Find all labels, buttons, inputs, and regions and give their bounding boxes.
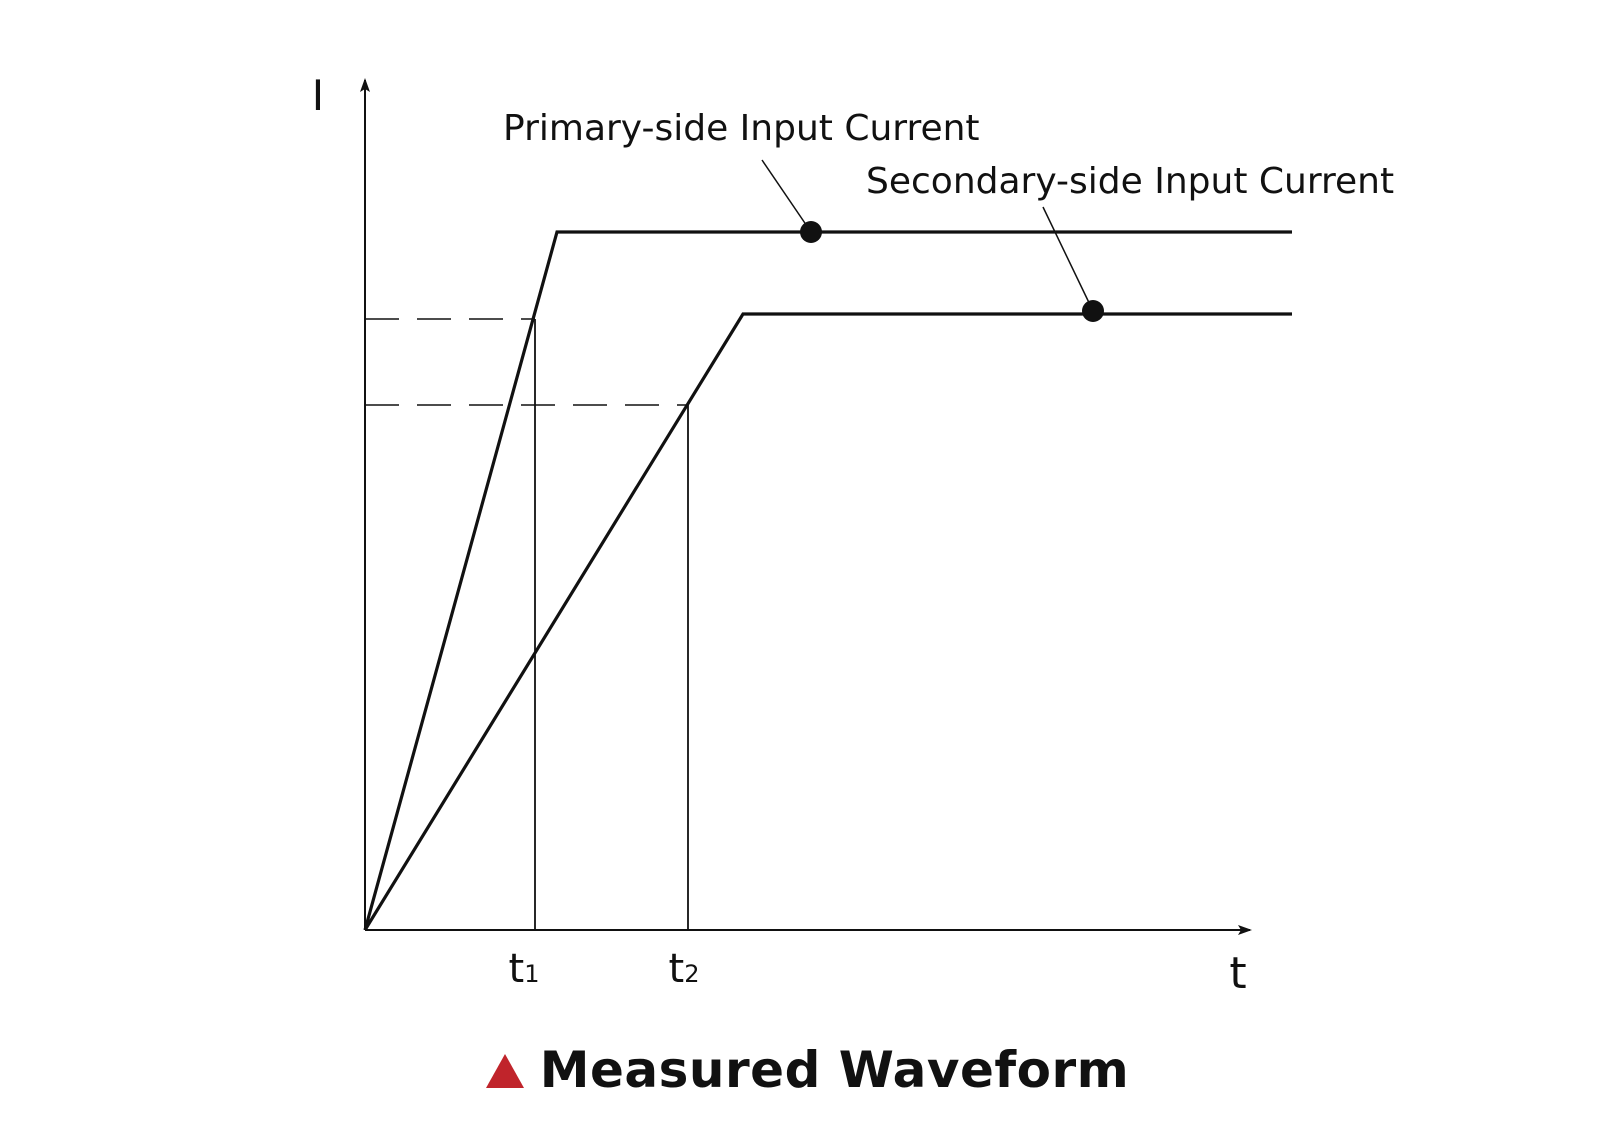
primary-current-label: Primary-side Input Current (503, 108, 980, 149)
secondary-leader-dot (1082, 300, 1104, 322)
x-axis-label: t (1229, 948, 1246, 999)
y-axis-label: I (312, 71, 324, 120)
triangle-icon (485, 1054, 524, 1088)
primary-leader-line (761, 159, 812, 233)
primary-leader-dot (800, 221, 822, 243)
secondary-current-curve (363, 312, 1292, 931)
secondary-current-label: Secondary-side Input Current (866, 161, 1394, 202)
t2-tick-label: t2 (669, 946, 700, 992)
primary-current-curve (363, 230, 1292, 931)
secondary-leader-line (1042, 206, 1094, 312)
caption-text: Measured Waveform (539, 1041, 1130, 1099)
caption: Measured Waveform (0, 1030, 1615, 1110)
t1-tick-label: t1 (509, 946, 540, 992)
